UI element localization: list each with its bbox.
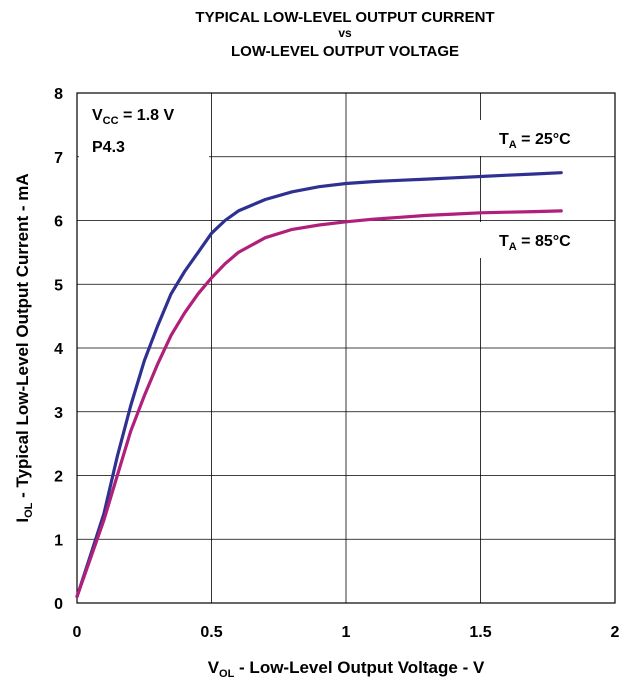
title-line-3: LOW-LEVEL OUTPUT VOLTAGE xyxy=(231,43,459,60)
y-tick-label-4: 4 xyxy=(54,341,63,358)
x-axis-ticks: 0 0.5 1 1.5 2 xyxy=(73,624,620,641)
x-tick-label-1: 0.5 xyxy=(200,624,222,641)
y-axis-label: IOL - Typical Low-Level Output Current -… xyxy=(13,173,35,522)
y-axis-ticks: 0 1 2 3 4 5 6 7 8 xyxy=(54,86,63,613)
series-label-25c: TA = 25°C xyxy=(499,131,571,151)
pin-annotation: P4.3 xyxy=(92,139,125,156)
x-tick-label-0: 0 xyxy=(73,624,82,641)
y-tick-label-1: 1 xyxy=(54,532,63,549)
y-tick-label-2: 2 xyxy=(54,469,63,486)
series-line-1 xyxy=(75,209,563,599)
chart-title: TYPICAL LOW-LEVEL OUTPUT CURRENT vs LOW-… xyxy=(195,9,494,60)
label-85-backdrop xyxy=(480,222,610,258)
x-tick-label-3: 1.5 xyxy=(469,624,491,641)
y-tick-label-8: 8 xyxy=(54,86,63,103)
series-label-85c: TA = 85°C xyxy=(499,233,571,253)
y-tick-label-0: 0 xyxy=(54,596,63,613)
x-axis-label: VOL - Low-Level Output Voltage - V xyxy=(208,658,485,680)
series-line-0 xyxy=(75,171,563,599)
series-lines xyxy=(75,171,563,599)
title-line-2: vs xyxy=(338,26,352,40)
annotation-backdrop xyxy=(79,95,209,165)
x-tick-label-4: 2 xyxy=(611,624,620,641)
y-tick-label-6: 6 xyxy=(54,214,63,231)
y-tick-label-7: 7 xyxy=(54,150,63,167)
y-tick-label-3: 3 xyxy=(54,405,63,422)
y-tick-label-5: 5 xyxy=(54,277,63,294)
title-line-1: TYPICAL LOW-LEVEL OUTPUT CURRENT xyxy=(195,9,494,26)
x-tick-label-2: 1 xyxy=(342,624,351,641)
label-25-backdrop xyxy=(480,120,610,156)
vcc-annotation: VCC = 1.8 V xyxy=(92,107,174,127)
